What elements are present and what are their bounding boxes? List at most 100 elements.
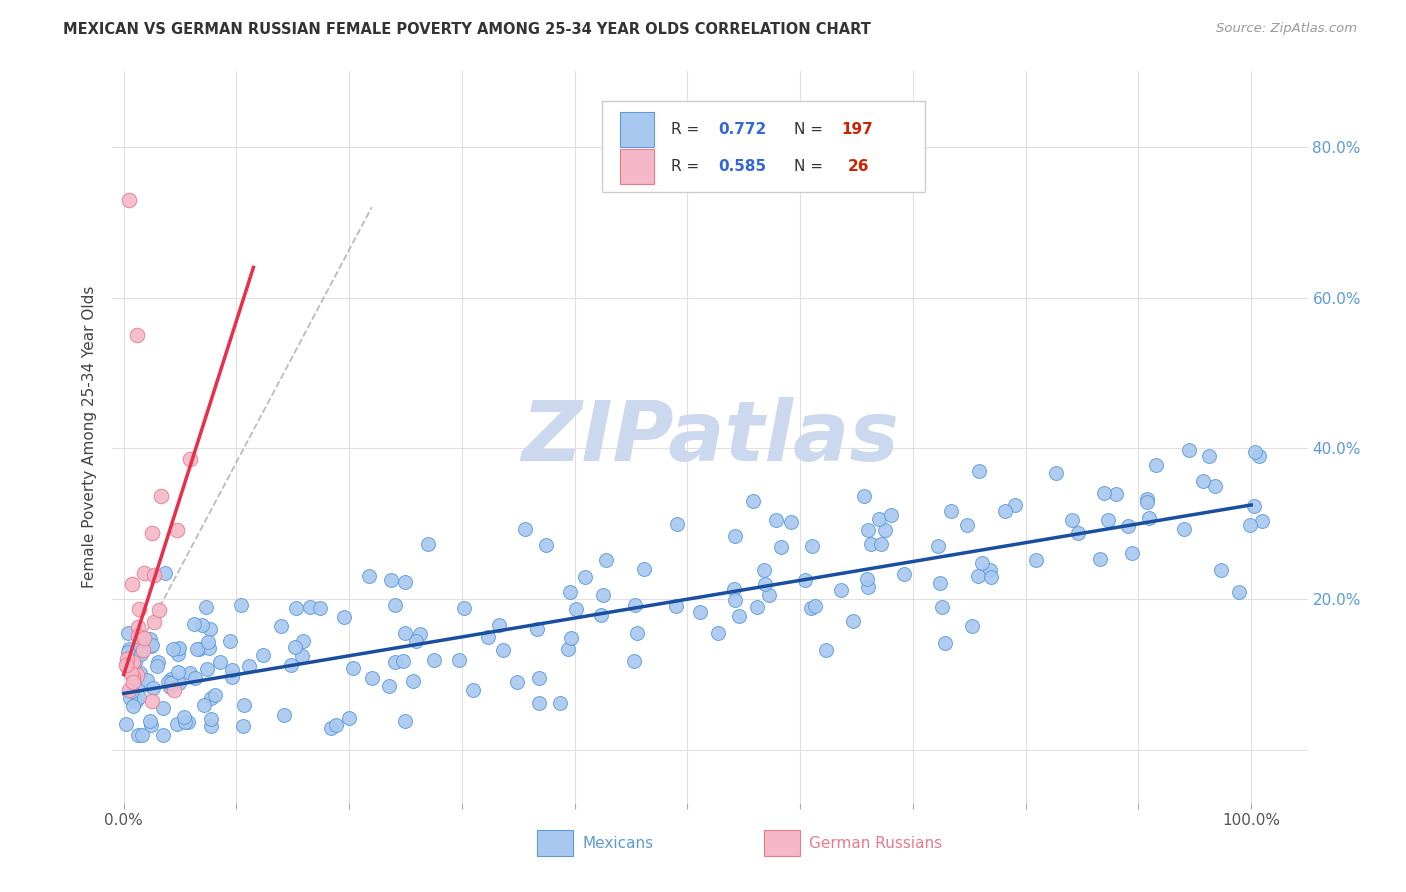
Point	[157, 675, 180, 690]
Point	[167, 640, 190, 655]
Point	[758, 589, 780, 603]
Point	[284, 640, 307, 654]
Point	[252, 648, 274, 663]
Point	[117, 626, 139, 640]
Point	[970, 556, 993, 570]
Point	[132, 631, 155, 645]
Point	[378, 679, 401, 693]
Point	[162, 642, 184, 657]
Point	[967, 464, 990, 478]
Point	[558, 585, 581, 599]
Point	[491, 643, 513, 657]
Point	[127, 728, 149, 742]
Point	[131, 642, 153, 657]
Text: Source: ZipAtlas.com: Source: ZipAtlas.com	[1216, 22, 1357, 36]
Point	[131, 728, 153, 742]
Point	[183, 617, 205, 632]
Point	[160, 673, 183, 687]
Point	[342, 661, 364, 675]
Text: 0.772: 0.772	[718, 122, 766, 137]
Point	[856, 580, 879, 594]
Point	[291, 633, 314, 648]
Point	[129, 666, 152, 681]
Point	[120, 666, 142, 681]
Point	[221, 663, 243, 677]
Point	[142, 681, 165, 696]
Point	[166, 717, 188, 731]
Point	[1250, 514, 1272, 528]
Point	[1060, 513, 1083, 527]
Point	[526, 622, 548, 636]
Point	[1045, 466, 1067, 480]
Point	[198, 622, 221, 636]
Point	[142, 568, 165, 582]
Point	[980, 570, 1002, 584]
Point	[384, 598, 406, 612]
Point	[198, 641, 221, 656]
Point	[800, 540, 823, 554]
Point	[325, 718, 347, 732]
Point	[141, 525, 163, 540]
Point	[927, 540, 949, 554]
Text: German Russians: German Russians	[810, 836, 942, 851]
Point	[529, 671, 551, 685]
Point	[1227, 584, 1250, 599]
Point	[1211, 563, 1233, 577]
Point	[194, 599, 217, 614]
Point	[1204, 478, 1226, 492]
Point	[273, 707, 295, 722]
Point	[139, 632, 162, 646]
Text: 0.585: 0.585	[718, 159, 766, 174]
Point	[122, 656, 145, 670]
Point	[461, 683, 484, 698]
Point	[129, 640, 152, 654]
Point	[134, 566, 156, 581]
Text: N =: N =	[793, 159, 828, 174]
Point	[115, 651, 138, 665]
Point	[1144, 458, 1167, 472]
Point	[167, 675, 190, 690]
Point	[238, 658, 260, 673]
Point	[477, 630, 499, 644]
Point	[174, 714, 197, 729]
Point	[706, 625, 728, 640]
Point	[218, 634, 240, 648]
Point	[1025, 552, 1047, 566]
Point	[128, 602, 150, 616]
Point	[1243, 500, 1265, 514]
Point	[447, 652, 470, 666]
Point	[152, 728, 174, 742]
Point	[1136, 492, 1159, 507]
Point	[200, 719, 222, 733]
Point	[941, 504, 963, 518]
Bar	[620, 112, 654, 147]
Bar	[537, 830, 572, 856]
Point	[1088, 551, 1111, 566]
Point	[557, 642, 579, 657]
Point	[118, 682, 141, 697]
Point	[967, 569, 990, 583]
Point	[187, 642, 209, 657]
Point	[408, 627, 430, 641]
Point	[153, 566, 176, 581]
Text: R =: R =	[671, 159, 704, 174]
Point	[793, 573, 815, 587]
Point	[1097, 513, 1119, 527]
Point	[931, 600, 953, 615]
Point	[869, 537, 891, 551]
Point	[858, 524, 880, 538]
Point	[159, 676, 181, 690]
Point	[280, 657, 302, 672]
Point	[1121, 545, 1143, 559]
Point	[1177, 443, 1199, 458]
Point	[131, 648, 153, 662]
Point	[193, 698, 215, 712]
Point	[125, 694, 148, 708]
Point	[727, 609, 749, 624]
Point	[166, 665, 188, 679]
Point	[127, 677, 149, 691]
Point	[574, 570, 596, 584]
Point	[124, 655, 146, 669]
Point	[128, 690, 150, 704]
Point	[868, 512, 890, 526]
